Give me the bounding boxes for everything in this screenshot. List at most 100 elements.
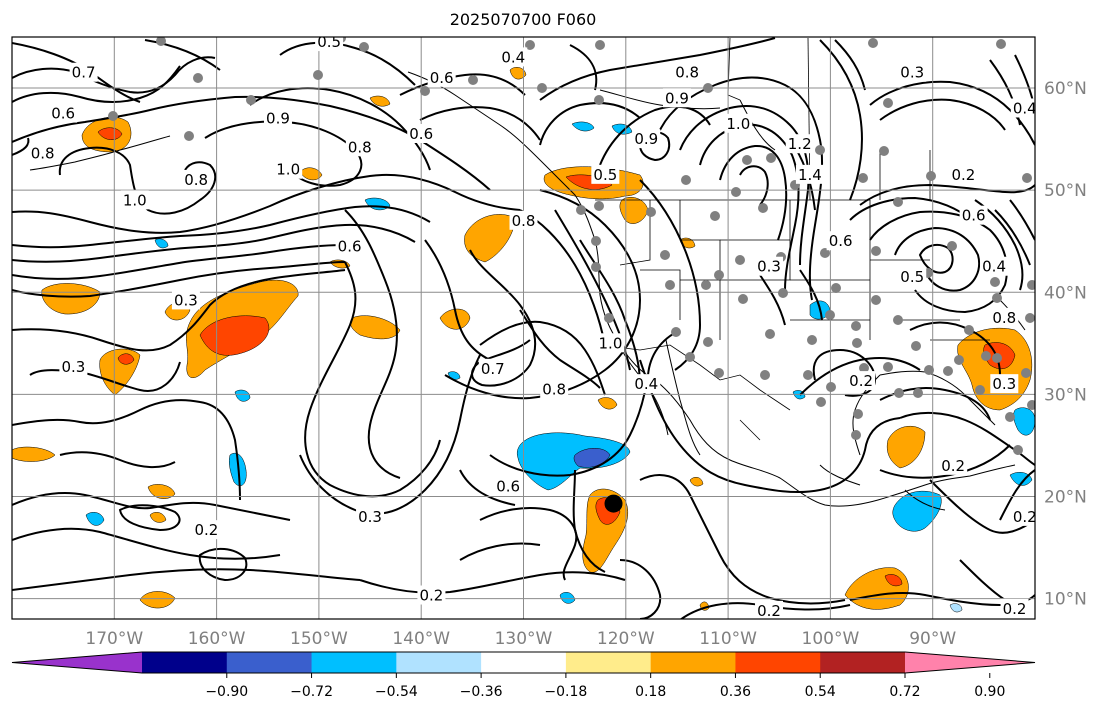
contour-label-background [540, 379, 569, 399]
colorbar-segment [396, 652, 482, 673]
contour-label-background [478, 358, 507, 378]
contour-label-background [335, 236, 364, 256]
colorbar-segment [481, 652, 567, 673]
contour-label-background [1000, 598, 1029, 618]
latitude-tick-label: 50°N [1044, 181, 1087, 201]
contour-label: 0.3 [61, 358, 85, 376]
colorbar-tick-label: 0.36 [720, 684, 751, 700]
political-borders [595, 37, 990, 441]
contour-label-background [959, 205, 988, 225]
contour-label-background [182, 169, 211, 189]
longitude-tick-label: 160°W [188, 629, 246, 649]
colorbar-segment-low-extend [12, 652, 142, 673]
longitude-axis: 170°W 160°W 150°W 140°W 130°W 120°W 110°W 100°W… [85, 629, 956, 649]
station-markers [108, 37, 1035, 455]
longitude-tick-label: 100°W [802, 629, 860, 649]
contour-label-background [417, 585, 446, 605]
graticule [12, 37, 1035, 619]
contour-lines [12, 37, 1035, 619]
longitude-tick-label: 150°W [290, 629, 348, 649]
contour-label: 0.2 [194, 521, 218, 539]
colorbar-tick-label: −0.36 [460, 684, 503, 700]
contour-label: 1.0 [599, 334, 623, 352]
colorbar-tick-label: −0.18 [544, 684, 587, 700]
colorbar-segment [311, 652, 397, 673]
contour-label: 0.2 [1003, 600, 1027, 618]
longitude-tick-label: 170°W [85, 629, 143, 649]
colorbar-segment [650, 652, 736, 673]
contour-label-background [69, 62, 98, 82]
contour-label: 0.2 [420, 587, 444, 605]
contour-label-background [59, 356, 88, 376]
contour-label-background [755, 256, 784, 276]
colorbar-outline [11, 651, 1036, 674]
contour-label-background [171, 290, 200, 310]
contour-label-background [724, 113, 753, 133]
contour-label-background [990, 374, 1019, 394]
contour-label-background [826, 231, 855, 251]
contour-label: 1.0 [276, 161, 300, 179]
contour-label: 0.2 [941, 457, 965, 475]
contour-label: 0.8 [31, 144, 55, 162]
contour-label-background [494, 476, 523, 496]
colorbar-tick-label: −0.72 [290, 684, 333, 700]
contour-label: 0.3 [174, 291, 198, 309]
latitude-tick-label: 10°N [1044, 590, 1087, 610]
contour-label-background [898, 266, 927, 286]
colorbar-tick-label: 0.72 [889, 684, 920, 700]
colorbar-tick-label: 0.54 [805, 684, 836, 700]
colorbar-tick-label: 0.18 [635, 684, 666, 700]
contour-label-background [345, 137, 374, 157]
contour-label: 0.8 [512, 212, 536, 230]
colorbar-segment [565, 652, 652, 673]
latitude-tick-label: 40°N [1044, 283, 1087, 303]
contour-label: 0.5 [317, 33, 341, 51]
contour-label: 0.6 [409, 125, 433, 143]
contour-label-background [509, 210, 538, 230]
contour-label: 0.2 [951, 166, 975, 184]
map-title: 2025070700 F060 [449, 10, 597, 29]
contour-label: 0.2 [849, 372, 873, 390]
contour-label: 0.3 [358, 508, 382, 526]
contour-label: 0.9 [634, 130, 658, 148]
contour-label-background [28, 143, 57, 163]
contour-label: 0.7 [72, 64, 96, 82]
contour-label-background [1010, 506, 1035, 526]
contour-label-background [795, 164, 824, 184]
contour-label: 0.4 [1013, 99, 1037, 117]
contour-label: 0.9 [665, 89, 689, 107]
contour-label: 0.8 [184, 171, 208, 189]
colorbar-segment [820, 652, 906, 673]
contour-label: 0.5 [593, 166, 617, 184]
contour-label-background [192, 520, 221, 540]
contour-label: 0.6 [430, 69, 454, 87]
colorbar-segment [226, 652, 313, 673]
longitude-tick-label: 140°W [392, 629, 450, 649]
colorbar-segment [735, 652, 821, 673]
contour-label-background [980, 256, 1009, 276]
contour-label-background [356, 506, 385, 526]
contour-label-background [632, 374, 661, 394]
contour-label: 0.6 [338, 237, 362, 255]
colorbar-tick-label: −0.54 [375, 684, 418, 700]
contour-label-background [49, 103, 78, 123]
map-frame [11, 36, 1036, 620]
contour-label: 0.9 [266, 110, 290, 128]
contour-label: 0.6 [962, 207, 986, 225]
colorbar: −0.90 −0.72 −0.54 −0.36 −0.18 0.18 0.36 0.54 0.7… [11, 651, 1036, 700]
contour-labels: 0.7 0.6 0.8 0.8 1.0 0.8 0.6 1.0 0.6 0.3 0.5 0.4 0.6 0… [28, 33, 1037, 619]
contour-label: 1.0 [726, 115, 750, 133]
contour-label-background [632, 129, 661, 149]
latitude-tick-label: 60°N [1044, 79, 1087, 99]
contour-label-background [949, 164, 978, 184]
contour-label: 0.6 [496, 477, 520, 495]
longitude-tick-label: 130°W [495, 629, 553, 649]
contour-label: 1.4 [798, 166, 822, 184]
longitude-tick-label: 110°W [699, 629, 757, 649]
contour-label-background [1010, 98, 1035, 118]
contour-label-background [847, 371, 876, 391]
contour-label: 0.8 [992, 309, 1016, 327]
contour-label: 0.4 [501, 48, 525, 66]
contour-label: 0.3 [757, 258, 781, 276]
contour-label-background [407, 124, 436, 143]
